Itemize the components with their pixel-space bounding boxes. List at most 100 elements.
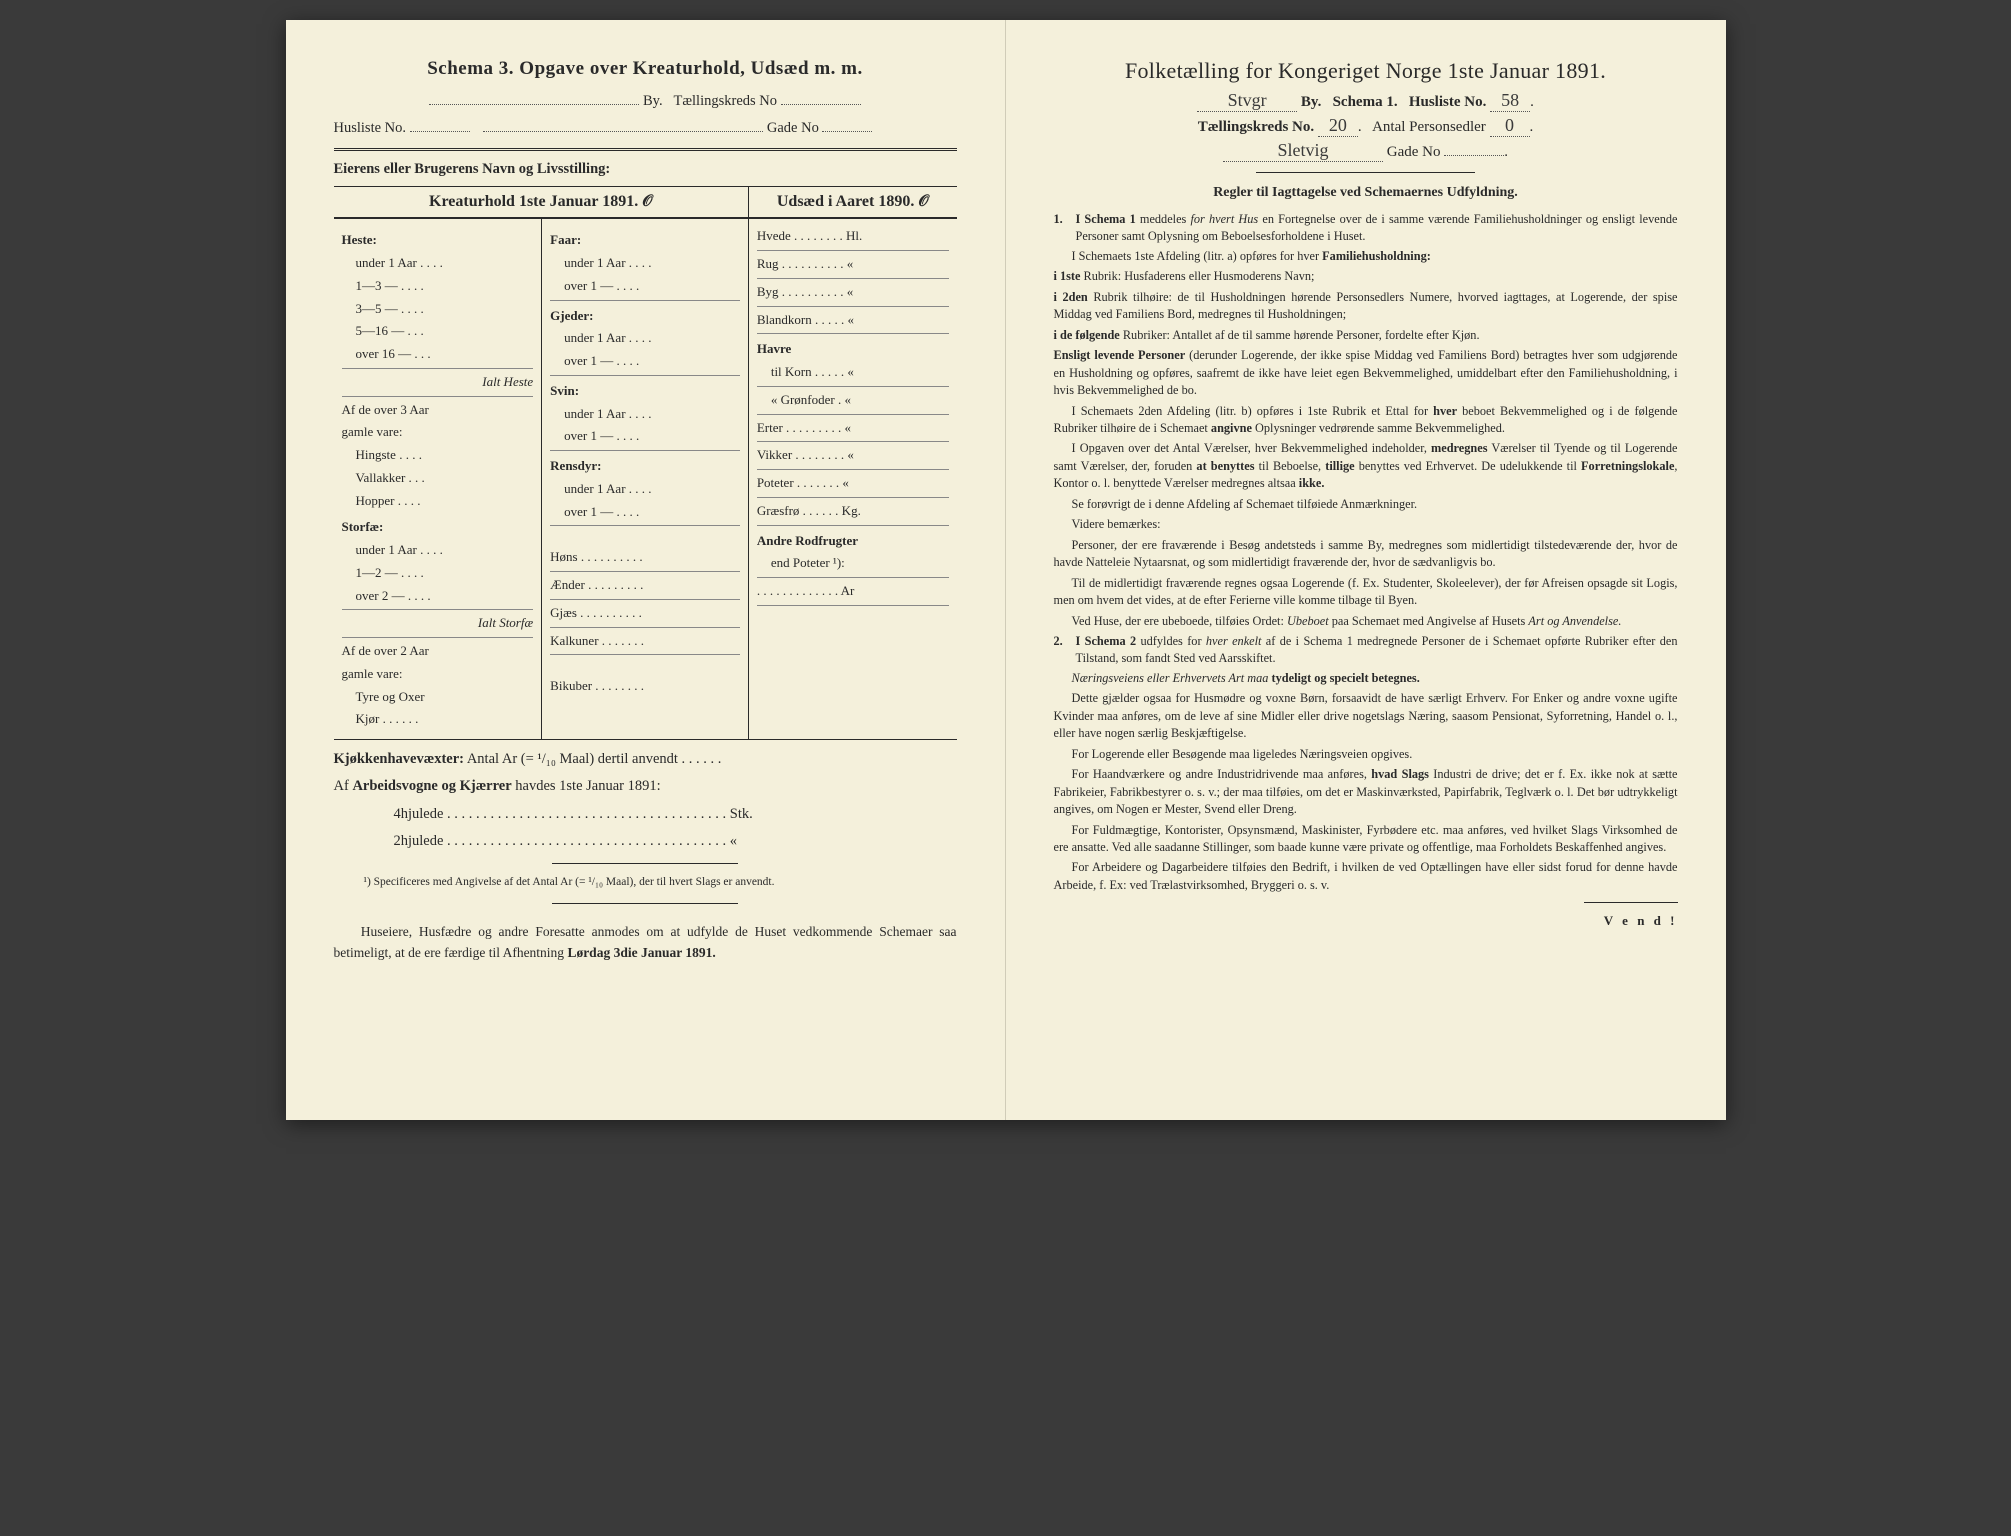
livestock-table: Heste: under 1 Aar . . . . 1—3 — . . . .…: [334, 218, 957, 740]
enslig: Ensligt levende Personer: [1054, 348, 1186, 362]
ialt-heste: Ialt Heste: [482, 374, 533, 389]
left-page: Schema 3. Opgave over Kreaturhold, Udsæd…: [286, 20, 1006, 1120]
bikuber: Bikuber . . . . . . . .: [550, 675, 740, 698]
p-naer: Næringsveiens eller Erhvervets Art maa t…: [1054, 670, 1678, 687]
gade-label: Gade No: [767, 120, 819, 136]
p-dette: Dette gjælder ogsaa for Husmødre og voxn…: [1054, 690, 1678, 742]
divider: [334, 148, 957, 151]
rensdyr-head: Rensdyr:: [550, 455, 740, 478]
poteter: Poteter . . . . . . . «: [757, 472, 949, 495]
lordag: Lørdag 3die Januar 1891.: [567, 945, 715, 960]
rensdyr-r0: under 1 Aar . . . .: [550, 478, 740, 501]
p-vid: Videre bemærkes:: [1054, 516, 1678, 533]
p-arb: For Arbeidere og Dagarbeidere tilføies d…: [1054, 859, 1678, 894]
r-line1: Stvgr By. Schema 1. Husliste No. 58.: [1054, 90, 1678, 112]
hons: Høns . . . . . . . . . .: [550, 546, 740, 569]
vogne-label: Af Arbeidsvogne og Kjærrer havdes 1ste J…: [334, 778, 661, 794]
af2aar: Af de over 2 Aar: [342, 640, 534, 663]
r2-a: udfyldes for hver enkelt af de i Schema …: [1076, 634, 1678, 665]
heste-r1: 1—3 — . . . .: [342, 275, 534, 298]
idefol-row: i de følgende Rubriker: Antallet af de t…: [1054, 327, 1678, 344]
vikker: Vikker . . . . . . . . «: [757, 444, 949, 467]
rensdyr-r1: over 1 — . . . .: [550, 501, 740, 524]
footnote-1: ¹) Specificeres med Angivelse af det Ant…: [334, 874, 957, 891]
gjeder-r1: over 1 — . . . .: [550, 350, 740, 373]
idefol-t: Rubriker: Antallet af de til samme høren…: [1120, 328, 1480, 342]
byg: Byg . . . . . . . . . . «: [757, 281, 949, 304]
r-by: By.: [1301, 94, 1321, 110]
p-haand: For Haandværkere og andre Industridriven…: [1054, 766, 1678, 818]
graesfroe: Græsfrø . . . . . . Kg.: [757, 500, 949, 523]
gjeder-head: Gjeder:: [550, 305, 740, 328]
col3: Hvede . . . . . . . . Hl. Rug . . . . . …: [749, 219, 957, 739]
hand-city: Stvgr: [1228, 90, 1267, 110]
rug: Rug . . . . . . . . . . «: [757, 253, 949, 276]
bottom-para: Huseiere, Husfædre og andre Foresatte an…: [334, 922, 957, 964]
storfae-r0: under 1 Aar . . . .: [342, 539, 534, 562]
storfae-head: Storfæ:: [342, 516, 534, 539]
ialt-storfae: Ialt Storfæ: [478, 615, 533, 630]
heste-r3: 5—16 — . . .: [342, 320, 534, 343]
right-title: Folketælling for Kongeriget Norge 1ste J…: [1054, 58, 1678, 84]
af3aar: Af de over 3 Aar: [342, 399, 534, 422]
ar-line: . . . . . . . . . . . . . Ar: [757, 580, 949, 603]
havre-gron: « Grønfoder . «: [757, 389, 949, 412]
by-label: By.: [643, 93, 663, 109]
storfae-r2: over 2 — . . . .: [342, 585, 534, 608]
aender: Ænder . . . . . . . . .: [550, 574, 740, 597]
andre-rod: Andre Rodfrugter: [757, 530, 949, 553]
heste-r2: 3—5 — . . . .: [342, 298, 534, 321]
antal-val: 0: [1505, 115, 1514, 135]
idefol: i de følgende: [1054, 328, 1120, 342]
twowheel: 2hjulede . . . . . . . . . . . . . . . .…: [334, 830, 957, 853]
r-gade: Gade No: [1387, 144, 1441, 160]
rule-2: 2. I Schema 2 udfyldes for hver enkelt a…: [1054, 633, 1678, 668]
gamle-vare2: gamle vare:: [342, 663, 534, 686]
r-line2: Tællingskreds No. 20. Antal Personsedler…: [1054, 115, 1678, 137]
left-line-hus: Husliste No. Gade No: [334, 117, 957, 140]
r2-lead: I Schema 2: [1076, 634, 1137, 648]
blandkorn: Blandkorn . . . . . «: [757, 309, 949, 332]
gjeder-r0: under 1 Aar . . . .: [550, 327, 740, 350]
regler-title: Regler til Iagttagelse ved Schemaernes U…: [1054, 185, 1678, 201]
r1-b: I Schemaets 1ste Afdeling (litr. a) opfø…: [1054, 248, 1678, 265]
left-line-by: By. Tællingskreds No: [334, 90, 957, 113]
i1ste-t: Rubrik: Husfaderens eller Husmoderens Na…: [1080, 269, 1314, 283]
gamle-vare: gamle vare:: [342, 421, 534, 444]
p-afd2: I Schemaets 2den Afdeling (litr. b) opfø…: [1054, 403, 1678, 438]
right-page: Folketælling for Kongeriget Norge 1ste J…: [1006, 20, 1726, 1120]
col-headers: Kreaturhold 1ste Januar 1891. 𝒪 Udsæd i …: [334, 186, 957, 218]
hingste: Hingste . . . .: [342, 444, 534, 467]
erter: Erter . . . . . . . . . «: [757, 417, 949, 440]
kjor: Kjør . . . . . .: [342, 708, 534, 731]
husliste-label: Husliste No.: [334, 120, 407, 136]
col1: Heste: under 1 Aar . . . . 1—3 — . . . .…: [334, 219, 542, 739]
heste-head: Heste:: [342, 229, 534, 252]
i2den-row: i 2den Rubrik tilhøire: de til Husholdni…: [1054, 289, 1678, 324]
p-opg: I Opgaven over det Antal Værelser, hver …: [1054, 440, 1678, 492]
rules-body: 1. I Schema 1 meddeles for hvert Hus en …: [1054, 211, 1678, 894]
page-spread: Schema 3. Opgave over Kreaturhold, Udsæd…: [286, 20, 1726, 1120]
faar-r1: over 1 — . . . .: [550, 275, 740, 298]
r-husliste: Husliste No.: [1409, 94, 1487, 110]
kalkuner: Kalkuner . . . . . . .: [550, 630, 740, 653]
p-pers: Personer, der ere fraværende i Besøg and…: [1054, 537, 1678, 572]
end-poteter: end Poteter ¹):: [757, 552, 949, 575]
r1-lead: I Schema 1: [1076, 212, 1136, 226]
col-head-right: Udsæd i Aaret 1890. 𝒪: [749, 187, 957, 217]
storfae-r1: 1—2 — . . . .: [342, 562, 534, 585]
owner-label: Eierens eller Brugerens Navn og Livsstil…: [334, 161, 957, 178]
vogne-row: Af Arbeidsvogne og Kjærrer havdes 1ste J…: [334, 775, 957, 798]
faar-r0: under 1 Aar . . . .: [550, 252, 740, 275]
col-head-left: Kreaturhold 1ste Januar 1891. 𝒪: [334, 187, 749, 217]
tyre: Tyre og Oxer: [342, 686, 534, 709]
hand-street: Sletvig: [1277, 140, 1328, 160]
r-tk: Tællingskreds No.: [1198, 119, 1314, 135]
faar-head: Faar:: [550, 229, 740, 252]
p-ved: Ved Huse, der ere ubeboede, tilføies Ord…: [1054, 613, 1678, 630]
i2den: i 2den: [1054, 290, 1088, 304]
r1-a: meddeles for hvert Hus en Fortegnelse ov…: [1076, 212, 1678, 243]
hvede: Hvede . . . . . . . . Hl.: [757, 225, 949, 248]
havre-head: Havre: [757, 338, 949, 361]
vend: V e n d !: [1054, 913, 1678, 929]
